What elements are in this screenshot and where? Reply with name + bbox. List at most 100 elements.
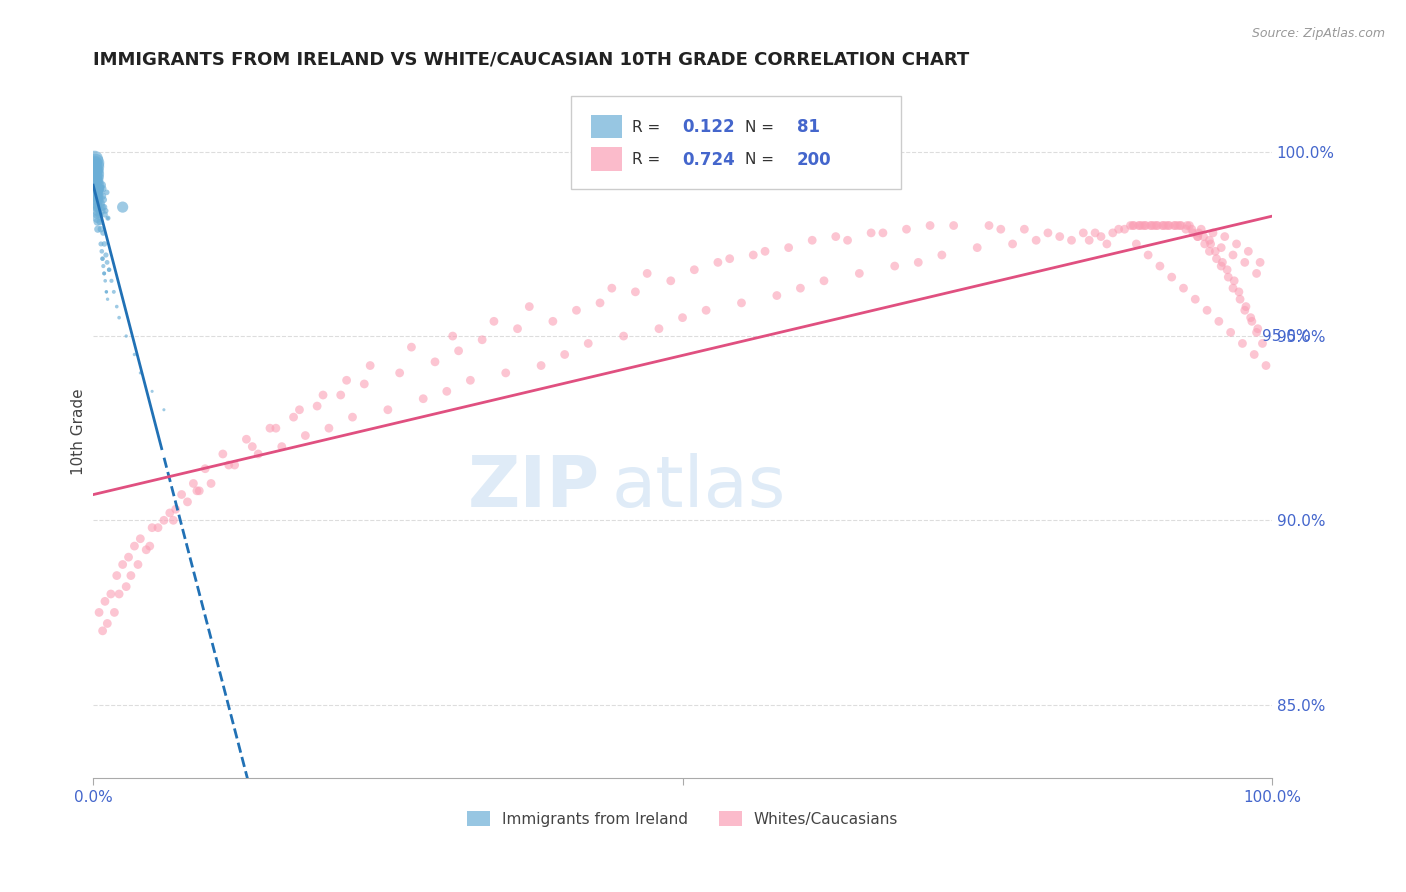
Point [83,156,105,170]
Point [1184,292,1206,306]
Point [84,163,107,178]
Point [1213,229,1236,244]
Point [111,558,134,572]
Point [1152,219,1174,233]
Point [336,373,359,387]
Text: 0.724: 0.724 [682,151,735,169]
Point [96,285,118,299]
Legend: Immigrants from Ireland, Whites/Caucasians: Immigrants from Ireland, Whites/Caucasia… [461,805,904,833]
Point [90,222,112,236]
Text: atlas: atlas [612,453,786,522]
Point [412,392,434,406]
Point [1204,244,1226,259]
Point [84,189,107,203]
Point [920,219,942,233]
Point [124,347,146,361]
Point [139,539,162,553]
Point [153,513,176,527]
Point [91,178,114,192]
Point [506,321,529,335]
Point [94,203,117,218]
Point [1187,229,1209,244]
Point [1060,233,1083,247]
Point [1173,281,1195,295]
Point [377,402,399,417]
Point [89,207,111,221]
Point [695,303,717,318]
Point [89,215,111,229]
Text: 200: 200 [797,151,831,169]
Point [83,167,105,181]
Point [108,310,131,325]
Point [96,255,118,269]
Point [83,152,105,166]
Point [96,285,118,299]
Point [589,296,612,310]
Point [896,222,918,236]
Point [1133,219,1156,233]
Point [87,606,110,620]
Point [1036,226,1059,240]
Point [1154,219,1177,233]
Point [200,476,222,491]
Point [447,343,470,358]
Point [1192,229,1215,244]
Point [188,483,211,498]
Text: R =: R = [631,153,665,167]
Point [86,207,108,221]
Point [1181,222,1204,236]
Point [441,329,464,343]
Point [1211,259,1233,273]
Point [824,229,846,244]
Point [517,300,540,314]
Point [97,211,120,226]
Point [87,193,110,207]
Point [1202,226,1225,240]
Point [84,178,107,192]
Point [1198,233,1220,247]
Point [1198,244,1220,259]
Point [329,388,352,402]
Point [460,373,482,387]
Point [162,513,184,527]
Point [1194,236,1216,251]
Point [1108,222,1130,236]
Point [1119,219,1142,233]
Point [1246,326,1268,340]
Point [294,428,316,442]
Point [1168,219,1191,233]
Point [111,200,134,214]
Point [87,182,110,196]
Point [218,458,240,472]
Point [1189,222,1212,236]
Point [1199,236,1222,251]
Point [1140,219,1163,233]
Point [97,292,120,306]
Point [84,182,107,196]
Point [1137,248,1160,262]
Point [1164,219,1187,233]
Point [837,233,859,247]
Point [401,340,423,354]
FancyBboxPatch shape [591,147,623,170]
Point [436,384,458,399]
Point [613,329,636,343]
Point [87,186,110,200]
Point [84,167,107,181]
Point [907,255,929,269]
Point [942,219,965,233]
Point [1240,314,1263,328]
Point [718,252,741,266]
Point [754,244,776,259]
Point [1114,222,1136,236]
Point [91,624,114,638]
Point [84,174,107,188]
Point [86,174,108,188]
Point [1130,219,1153,233]
Point [1084,226,1107,240]
Point [1152,219,1174,233]
Point [84,182,107,196]
Point [96,616,118,631]
Y-axis label: 10th Grade: 10th Grade [72,389,86,475]
Point [1237,244,1260,259]
